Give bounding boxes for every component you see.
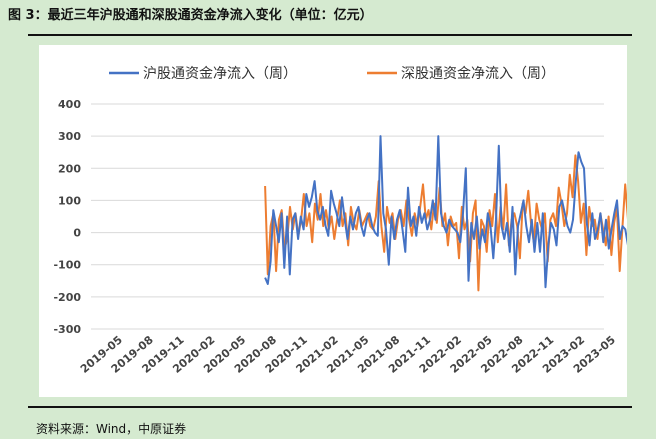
source-note: 资料来源：Wind，中原证券 [36,422,187,436]
y-tick-label-0: 400 [58,98,81,111]
y-tick-label-3: 100 [58,194,81,207]
y-tick-label-1: 300 [58,130,81,143]
y-tick-label-4: 0 [73,227,81,240]
y-tick-label-7: -300 [53,323,81,336]
chart-svg: 4003002001000-100-200-3002019-052019-082… [53,66,627,376]
bottom-rule [28,406,632,408]
figure-title: 图 3：最近三年沪股通和深股通资金净流入变化（单位：亿元） [8,8,373,23]
legend-label-1: 深股通资金净流入（周） [401,66,555,82]
series-line-0 [264,135,627,289]
y-tick-label-5: -100 [53,259,81,272]
legend-label-0: 沪股通资金净流入（周） [143,66,297,82]
y-tick-label-2: 200 [58,162,81,175]
y-tick-label-6: -200 [53,291,81,304]
chart-panel: 400 300 200 100 0 -100 -200 -300 2019-05 2019-08 2… [39,45,627,397]
top-rule [28,34,632,36]
